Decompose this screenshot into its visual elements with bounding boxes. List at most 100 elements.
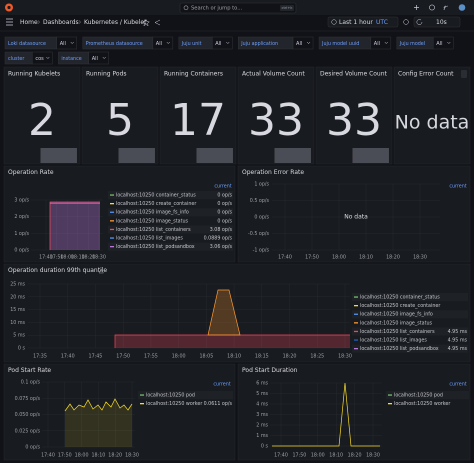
legend-value: 4.95 ms (448, 329, 468, 335)
legend-name[interactable]: localhost:10250 create_container (116, 201, 196, 207)
stat-title: Desired Volume Count (320, 71, 388, 78)
legend-value: 0 op/s (217, 193, 232, 199)
news-icon[interactable] (443, 5, 449, 11)
add-icon[interactable] (414, 5, 419, 10)
variable-value: All (374, 41, 380, 47)
variable-value: All (156, 41, 162, 47)
stat-value: 17 (170, 95, 226, 146)
variable-select[interactable] (152, 36, 174, 50)
legend-name[interactable]: localhost:10250 list_podsandbox (116, 244, 195, 250)
trace-area (50, 202, 100, 250)
legend-name[interactable]: localhost:10250 image_status (116, 218, 189, 224)
share-icon[interactable] (154, 19, 161, 26)
stat-value: 5 (106, 95, 134, 146)
variable-select[interactable] (56, 36, 77, 50)
x-tick-label: 18:30 (366, 453, 380, 459)
x-tick-label: 18:30 (125, 453, 139, 459)
sparkline (274, 148, 311, 163)
legend-header: current (214, 184, 231, 190)
breadcrumb[interactable]: Dashboards (43, 19, 79, 26)
search-box[interactable] (179, 2, 297, 14)
y-tick-label: 6 ms (256, 381, 268, 387)
x-tick-label: 17:50 (50, 255, 64, 261)
x-tick-label: 18:30 (413, 255, 427, 261)
stat-title: Running Pods (86, 71, 127, 78)
x-tick-label: 18:20 (283, 354, 297, 360)
x-tick-label: 17:40 (61, 354, 75, 360)
y-tick-label: 5 ms (256, 391, 268, 397)
panel-menu[interactable] (461, 70, 467, 78)
legend-swatch (354, 330, 358, 333)
x-tick-label: 18:20 (108, 453, 122, 459)
legend-name[interactable]: localhost:10250 list_containers (116, 227, 191, 233)
y-tick-label: 10 ms (10, 320, 25, 326)
variable-select[interactable] (370, 36, 392, 50)
x-tick-label: 17:55 (144, 354, 158, 360)
panel-title: Operation duration 99th quantile (8, 267, 107, 274)
star-icon[interactable] (142, 18, 150, 27)
legend-name[interactable]: localhost:10250 worker (146, 401, 202, 407)
legend-value: 0.0611 op/s (204, 401, 233, 407)
trace-line (272, 382, 380, 447)
legend-value: 0 op/s (217, 218, 232, 224)
refresh-icon[interactable] (416, 19, 423, 25)
variable-select[interactable] (433, 36, 454, 50)
legend-name[interactable]: localhost:10250 list_images (116, 236, 183, 242)
breadcrumb[interactable]: Home (20, 19, 38, 26)
x-tick-label: 18:30 (92, 255, 106, 261)
legend-value: 0 op/s (217, 210, 232, 216)
variable-value: All (215, 41, 221, 47)
timezone: UTC (376, 19, 388, 26)
legend-name[interactable]: localhost:10250 list_images (360, 338, 427, 344)
time-picker[interactable] (327, 16, 399, 28)
stat-panel (3, 66, 81, 165)
legend-swatch (110, 246, 114, 248)
variable-select[interactable] (88, 51, 109, 65)
refresh-interval[interactable]: 10s (436, 19, 447, 26)
legend-name[interactable]: localhost:10250 container_status (360, 295, 440, 301)
menu-icon[interactable] (6, 18, 13, 26)
stat-panel (315, 66, 393, 165)
x-tick-label: 18:20 (386, 255, 400, 261)
variable-select[interactable] (292, 36, 314, 50)
y-tick-label: 0 op/s (14, 248, 29, 254)
panel-title: Operation Rate (8, 169, 54, 176)
panel-title: Pod Start Duration (242, 367, 298, 374)
y-tick-label: 20 ms (10, 294, 25, 300)
legend-name[interactable]: localhost:10250 create_container (360, 303, 440, 309)
variable-select[interactable] (212, 36, 233, 50)
x-tick-label: 18:00 (172, 354, 186, 360)
refresh-picker[interactable] (413, 16, 461, 28)
search-icon (183, 5, 189, 11)
y-tick-label: 0.075 op/s (15, 396, 41, 402)
y-tick-label: 0 op/s (254, 215, 269, 221)
chevron (447, 41, 451, 44)
avatar[interactable] (458, 4, 466, 11)
time-range[interactable]: Last 1 hour (339, 19, 373, 26)
variable-label: instance (61, 56, 81, 62)
sparkline (196, 148, 233, 163)
legend-name[interactable]: localhost:10250 image_status (360, 320, 433, 326)
breadcrumb[interactable]: Kubernetes / Kubelet (84, 19, 147, 26)
legend-name[interactable]: localhost:10250 worker (394, 401, 450, 407)
stat-panel (159, 66, 237, 165)
legend-name[interactable]: localhost:10250 image_fs_info (116, 210, 189, 216)
stat-value: 33 (326, 95, 382, 146)
variable-value: cos (35, 56, 44, 62)
sparkline (352, 148, 389, 163)
variable-value: All (92, 56, 98, 62)
legend-name[interactable]: localhost:10250 pod (394, 393, 443, 399)
legend-value: 3.06 op/s (210, 244, 233, 250)
legend-name[interactable]: localhost:10250 image_fs_info (360, 312, 433, 318)
legend-name[interactable]: localhost:10250 list_containers (360, 329, 435, 335)
legend-name[interactable]: localhost:10250 list_podsandbox (360, 346, 439, 352)
variable-select[interactable] (32, 51, 53, 65)
legend-header: current (449, 382, 466, 388)
zoom-out-icon[interactable] (403, 19, 409, 25)
sparkline (40, 148, 77, 163)
legend-name[interactable]: localhost:10250 container_status (116, 193, 196, 199)
legend-value: 0 op/s (217, 201, 232, 207)
legend-name[interactable]: localhost:10250 pod (146, 393, 195, 399)
help-icon[interactable] (429, 4, 435, 11)
